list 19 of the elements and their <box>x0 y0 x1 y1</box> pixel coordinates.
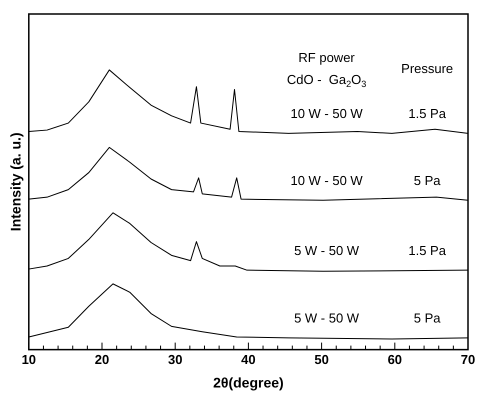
annotation: 1.5 Pa <box>408 242 447 258</box>
x-tick-label: 40 <box>241 352 256 367</box>
x-tick-label: 30 <box>168 352 182 367</box>
annotation: 5 W - 50 W <box>294 310 360 326</box>
x-tick-label: 10 <box>22 352 36 367</box>
annotation: 10 W - 50 W <box>290 106 364 121</box>
annotation: 10 W - 50 W <box>290 172 364 188</box>
x-tick-label: 70 <box>460 352 476 367</box>
annotation: 5 W - 50 W <box>294 242 360 258</box>
x-tick-label: 20 <box>94 352 110 367</box>
annotation: 5 Pa <box>414 172 442 188</box>
text: RF power <box>298 50 356 65</box>
x-tick-label: 50 <box>314 352 329 367</box>
annotation: 1.5 Pa <box>408 106 447 121</box>
x-tick-label: 60 <box>388 352 402 367</box>
x-axis-title: 2θ(degree) <box>213 374 284 390</box>
annotation: 5 Pa <box>414 310 442 326</box>
y-axis-title: Intensity (a. u.) <box>7 132 24 232</box>
annotation: Pressure <box>401 60 454 76</box>
